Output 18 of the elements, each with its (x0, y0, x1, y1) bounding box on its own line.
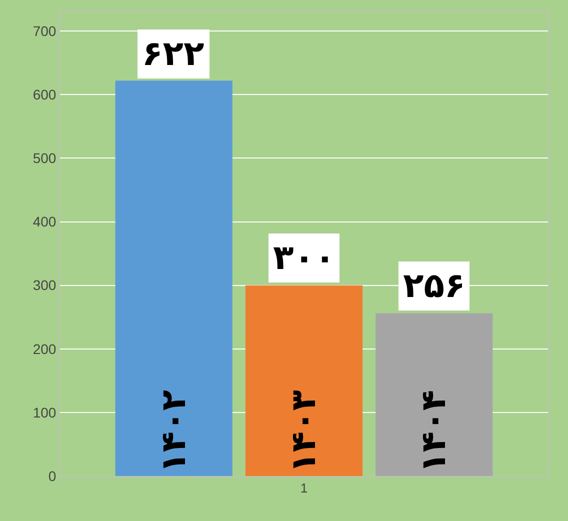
bar (115, 80, 232, 476)
y-tick-label: 700 (32, 22, 56, 39)
series-label: ۱۴۰۳ (284, 390, 324, 473)
y-tick-label: 600 (32, 86, 56, 103)
y-tick-label: 500 (32, 150, 56, 166)
y-tick-label: 400 (32, 214, 56, 230)
series-label: ۱۴۰۲ (154, 390, 194, 473)
series-label: ۱۴۰۴ (414, 390, 454, 473)
y-tick-label: 100 (32, 404, 56, 420)
data-label: ۲۵۶ (403, 266, 466, 306)
y-tick-label: 300 (32, 277, 56, 294)
bar (245, 285, 363, 476)
bar (376, 313, 493, 476)
y-tick-label: 200 (32, 340, 56, 357)
x-tick-label: 1 (300, 480, 308, 496)
data-label: ۳۰۰ (273, 238, 336, 278)
data-label: ۶۲۲ (142, 34, 205, 74)
y-tick-label: 0 (48, 468, 56, 484)
